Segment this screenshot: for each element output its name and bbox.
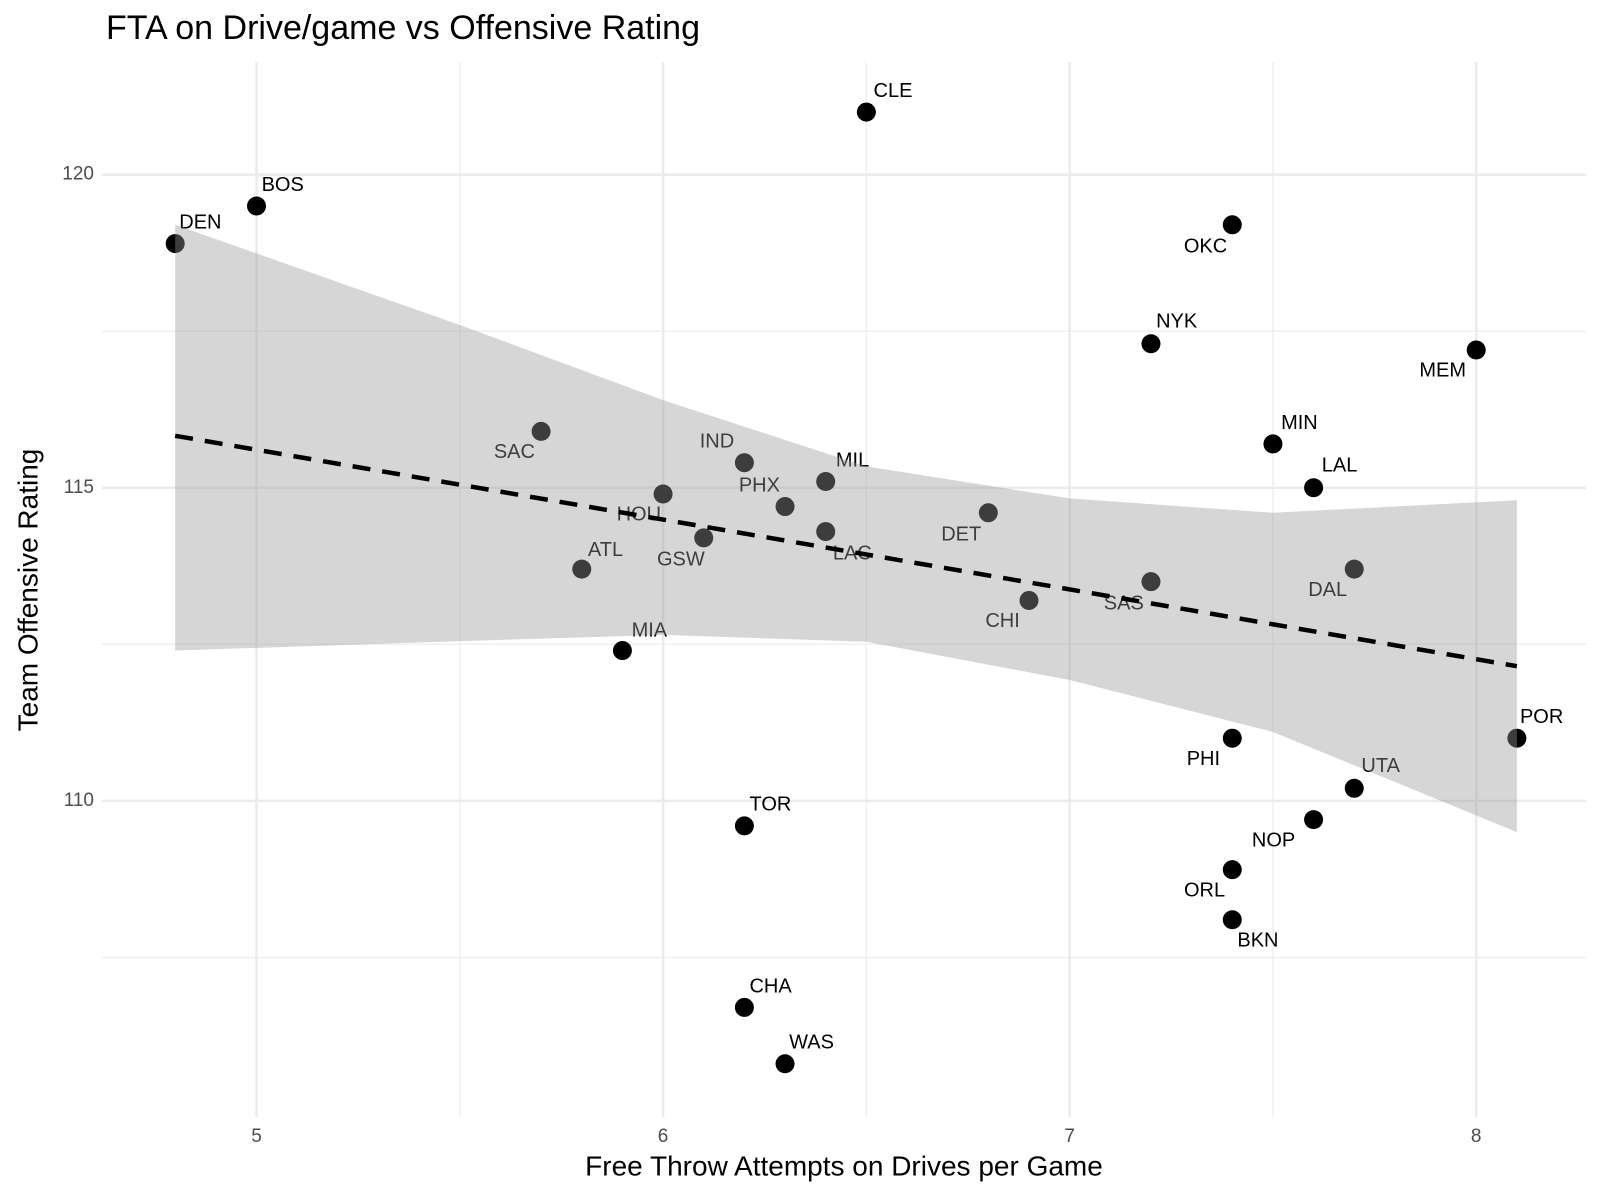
y-tick-label: 120	[62, 164, 94, 185]
point	[1466, 340, 1486, 360]
point-label: ATL	[588, 539, 623, 561]
point	[1222, 728, 1242, 748]
point	[612, 641, 632, 661]
point	[1222, 215, 1242, 235]
point	[978, 503, 998, 523]
point	[734, 816, 754, 836]
y-tick-label: 110	[64, 790, 94, 811]
confidence-band	[175, 224, 1517, 833]
x-tick-label: 5	[251, 1126, 262, 1147]
point	[1263, 434, 1283, 454]
point	[1141, 334, 1161, 354]
point-label: MIA	[632, 619, 668, 641]
point-label: MEM	[1419, 360, 1466, 382]
point	[856, 102, 876, 122]
point-label: NOP	[1252, 829, 1295, 851]
point-label: UTA	[1361, 755, 1400, 777]
point-label: DAL	[1308, 579, 1347, 601]
point	[1507, 728, 1527, 748]
point	[775, 1054, 795, 1074]
point-label: SAC	[494, 441, 535, 463]
point	[1222, 860, 1242, 880]
point	[775, 497, 795, 517]
point-label: PHX	[739, 474, 780, 496]
point	[816, 471, 836, 491]
point	[653, 484, 673, 504]
point-label: CHA	[749, 975, 792, 997]
point-label: NYK	[1156, 311, 1198, 333]
point	[531, 421, 551, 441]
point-label: SAS	[1104, 592, 1144, 614]
point	[1019, 590, 1039, 610]
y-axis-title: Team Offensive Rating	[12, 449, 43, 732]
y-tick-label: 115	[64, 477, 94, 498]
point	[1304, 478, 1324, 498]
point-label: GSW	[657, 549, 705, 571]
point-label: OKC	[1184, 236, 1227, 258]
point-label: BKN	[1237, 929, 1278, 951]
point	[734, 453, 754, 473]
point	[1141, 572, 1161, 592]
point-label: BOS	[262, 174, 304, 196]
chart-title: FTA on Drive/game vs Offensive Rating	[106, 9, 700, 47]
point-label: HOU	[617, 504, 661, 526]
point	[694, 528, 714, 548]
point	[572, 559, 592, 579]
point-label: MIN	[1281, 412, 1318, 434]
point	[734, 997, 754, 1017]
point-label: IND	[700, 431, 734, 453]
point-label: POR	[1520, 706, 1563, 728]
point-label: TOR	[749, 794, 791, 816]
point-label: LAL	[1322, 455, 1358, 477]
point	[1304, 810, 1324, 830]
x-tick-label: 6	[658, 1126, 669, 1147]
x-tick-label: 7	[1064, 1126, 1075, 1147]
x-tick-label: 8	[1471, 1126, 1482, 1147]
point-label: ORL	[1184, 879, 1225, 901]
point-label: MIL	[836, 449, 869, 471]
point-label: WAS	[789, 1032, 834, 1054]
x-axis-title: Free Throw Attempts on Drives per Game	[585, 1150, 1103, 1181]
point	[165, 234, 185, 254]
point-label: CLE	[874, 80, 913, 102]
trend-line	[174, 433, 1518, 669]
point-label: PHI	[1187, 748, 1220, 770]
point	[1344, 778, 1364, 798]
point	[1344, 559, 1364, 579]
point-label: CHI	[985, 610, 1019, 632]
point	[246, 196, 266, 216]
point-label: DEN	[179, 211, 221, 233]
point-label: LAC	[833, 542, 872, 564]
point-label: DET	[941, 524, 981, 546]
point	[1222, 910, 1242, 930]
point	[816, 522, 836, 542]
